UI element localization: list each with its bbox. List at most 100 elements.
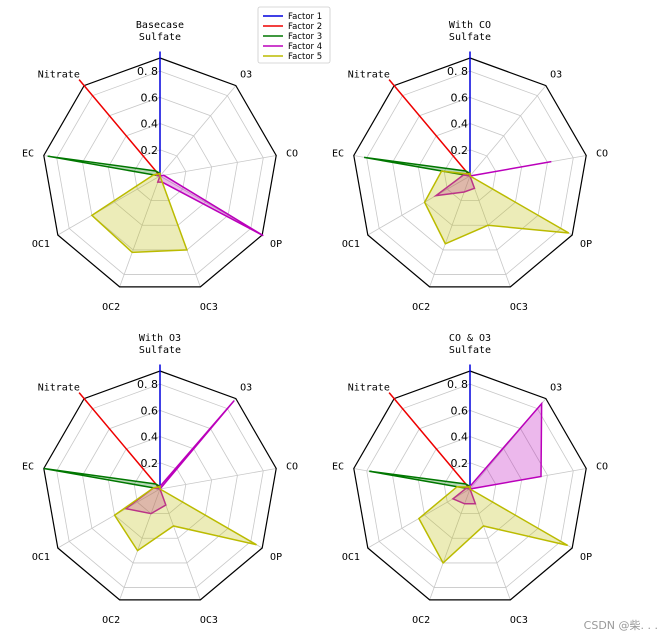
grid-ring (366, 383, 574, 588)
series-factor-4 (124, 400, 235, 515)
axis-label-oc3: OC3 (510, 615, 528, 626)
grid-spoke (159, 155, 277, 177)
legend-entry: Factor 1 (288, 12, 322, 22)
axis-label-op: OP (580, 239, 592, 250)
series-factor-3 (43, 467, 161, 490)
grid-ring (392, 96, 548, 251)
radial-tick-label: 0. 8 (137, 65, 158, 78)
axis-label-sulfate: Sulfate (139, 32, 181, 43)
radial-tick-label: 0.2 (451, 457, 469, 470)
radial-tick-label: 0.6 (451, 404, 469, 417)
axis-label-oc2: OC2 (412, 302, 430, 313)
axis-label-o3: O3 (240, 382, 252, 393)
grid-spoke (469, 175, 511, 288)
series-factor-5 (90, 172, 188, 254)
grid-ring (366, 70, 574, 275)
legend-entry: Factor 3 (288, 32, 322, 42)
axis-label-nitrate: Nitrate (38, 382, 80, 393)
radial-tick-label: 0.4 (451, 431, 469, 444)
axis-label-oc1: OC1 (342, 552, 360, 563)
axis-label-oc3: OC3 (200, 302, 218, 313)
axis-label-op: OP (270, 552, 282, 563)
grid-ring (133, 149, 187, 202)
panel-title: With O3 (139, 333, 181, 344)
axis-label-ec: EC (22, 462, 34, 473)
grid-spoke (159, 488, 201, 601)
grid-ring (56, 70, 264, 275)
grid-ring (392, 409, 548, 564)
radial-tick-label: 0. 8 (137, 378, 158, 391)
radar-panel-1: 0.2 0.4 0.6 0. 8 O3 CO OP OC3 OC2 OC1 EC Nitrate Bas… (22, 20, 298, 313)
axis-label-co: CO (286, 149, 298, 160)
grid-ring (82, 96, 238, 251)
series-factor-2 (78, 392, 161, 490)
axis-label-nitrate: Nitrate (348, 382, 390, 393)
series-factor-4 (155, 173, 264, 237)
axis-label-sulfate: Sulfate (139, 345, 181, 356)
axis-label-co: CO (286, 462, 298, 473)
axis-label-nitrate: Nitrate (348, 69, 390, 80)
grid-spoke (469, 488, 511, 601)
axis-label-o3: O3 (550, 69, 562, 80)
axis-label-op: OP (580, 552, 592, 563)
grid-spoke (429, 175, 471, 288)
axis-label-o3: O3 (550, 382, 562, 393)
axis-label-co: CO (596, 149, 608, 160)
radar-panel-4: 0.2 0.4 0.6 0. 8 O3 CO OP OC3 OC2 OC1 EC Nitrate CO … (332, 333, 608, 626)
series-factor-4 (433, 160, 552, 197)
panel-title: CO & O3 (449, 333, 491, 344)
axis-label-oc1: OC1 (32, 552, 50, 563)
radar-frame (353, 370, 587, 601)
legend-box (257, 6, 331, 64)
grid-spoke (367, 175, 471, 236)
series-factor-2 (388, 392, 471, 490)
axis-label-ec: EC (332, 462, 344, 473)
panel-title: With CO (449, 20, 491, 31)
axis-label-oc3: OC3 (200, 615, 218, 626)
axis-label-sulfate: Sulfate (449, 32, 491, 43)
radial-tick-label: 0.4 (451, 118, 469, 131)
axis-label-sulfate: Sulfate (449, 345, 491, 356)
grid-ring (107, 436, 213, 539)
series-factor-5 (417, 485, 569, 565)
watermark-text: CSDN @柴. . . (583, 619, 658, 632)
axis-label-oc1: OC1 (32, 239, 50, 250)
radial-tick-label: 0.6 (451, 91, 469, 104)
radar-frame (43, 370, 277, 601)
legend-entry: Factor 4 (288, 42, 322, 52)
grid-spoke (57, 488, 161, 549)
axis-label-oc2: OC2 (102, 615, 120, 626)
series-factor-5 (423, 170, 570, 245)
axis-label-op: OP (270, 239, 282, 250)
radial-tick-label: 0.2 (451, 144, 469, 157)
grid-spoke (469, 85, 547, 177)
grid-ring (56, 383, 264, 588)
radial-tick-label: 0.2 (141, 144, 159, 157)
axis-label-oc1: OC1 (342, 239, 360, 250)
radial-tick-label: 0.6 (141, 404, 159, 417)
grid-spoke (119, 488, 161, 601)
grid-ring (417, 123, 523, 226)
axis-label-o3: O3 (240, 69, 252, 80)
grid-ring (82, 409, 238, 564)
radar-frame (353, 57, 587, 288)
axis-label-nitrate: Nitrate (38, 69, 80, 80)
series-factor-5 (113, 485, 257, 552)
radial-tick-label: 0.6 (141, 91, 159, 104)
grid-ring (107, 123, 213, 226)
grid-ring (443, 149, 497, 202)
axis-label-oc3: OC3 (510, 302, 528, 313)
legend-entry: Factor 2 (288, 22, 322, 32)
series-factor-2 (78, 79, 161, 177)
radar-panel-2: 0.2 0.4 0.6 0. 8 O3 CO OP OC3 OC2 OC1 EC Nitrate Wit… (332, 20, 608, 313)
radar-panel-3: 0.2 0.4 0.6 0. 8 O3 CO OP OC3 OC2 OC1 EC Nitrate Wit… (22, 333, 298, 626)
grid-spoke (159, 468, 277, 490)
grid-spoke (429, 488, 471, 601)
radial-tick-label: 0.4 (141, 431, 159, 444)
radial-tick-label: 0.2 (141, 457, 159, 470)
grid-spoke (119, 175, 161, 288)
series-factor-3 (47, 155, 161, 177)
axis-label-oc2: OC2 (412, 615, 430, 626)
